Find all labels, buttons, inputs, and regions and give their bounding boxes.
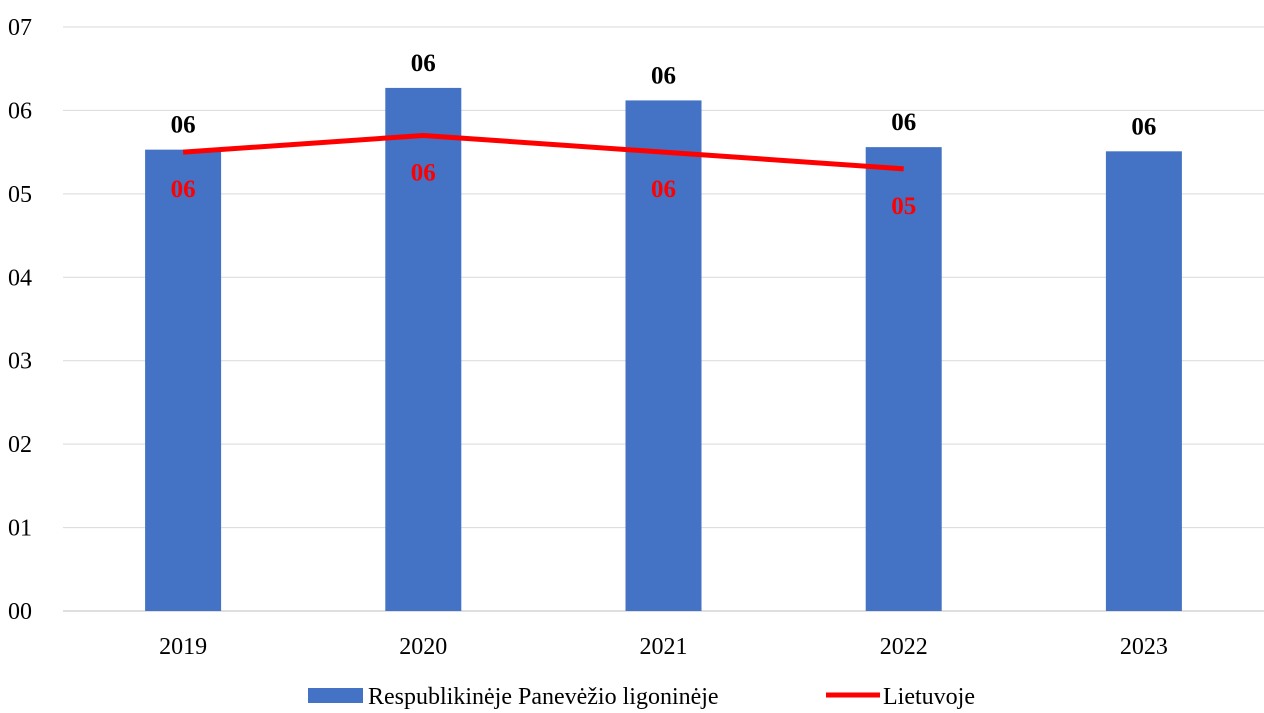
legend-swatch-bar — [308, 688, 363, 703]
x-tick-label: 2020 — [399, 634, 447, 660]
bar — [1105, 151, 1182, 611]
bar — [385, 87, 462, 612]
line-data-labels: 06 06 06 05 — [171, 159, 917, 219]
bar-series — [145, 87, 1182, 612]
y-tick-label: 03 — [8, 349, 32, 375]
bar-data-label: 06 — [411, 50, 436, 77]
legend: Respublikinėje Panevėžio ligoninėje Liet… — [308, 684, 975, 710]
y-tick-label: 01 — [8, 516, 32, 542]
y-tick-label: 00 — [8, 599, 32, 625]
x-axis-ticks: 2019 2020 2021 2022 2023 — [159, 634, 1168, 660]
bar-data-label: 06 — [891, 109, 916, 136]
line-data-label: 06 — [651, 176, 676, 203]
bar — [145, 149, 222, 611]
x-tick-label: 2023 — [1120, 634, 1168, 660]
y-tick-label: 02 — [8, 432, 32, 458]
bar-data-label: 06 — [171, 112, 196, 139]
x-tick-label: 2022 — [880, 634, 928, 660]
bar-data-label: 06 — [1131, 113, 1156, 140]
line-data-label: 05 — [891, 193, 916, 220]
y-tick-label: 05 — [8, 182, 32, 208]
line-data-label: 06 — [411, 159, 436, 186]
line-data-label: 06 — [171, 176, 196, 203]
y-axis-ticks: 00 01 02 03 04 05 06 07 — [8, 15, 32, 625]
line-path — [182, 132, 904, 172]
line-series — [182, 132, 904, 172]
bar — [865, 147, 942, 611]
x-tick-label: 2021 — [640, 634, 688, 660]
bar — [625, 100, 702, 611]
x-tick-label: 2019 — [159, 634, 207, 660]
bar-data-labels: 06 06 06 06 06 — [171, 50, 1157, 140]
bar-data-label: 06 — [651, 62, 676, 89]
legend-label-bar: Respublikinėje Panevėžio ligoninėje — [368, 684, 719, 710]
y-tick-label: 06 — [8, 98, 32, 124]
y-tick-label: 04 — [8, 265, 32, 291]
legend-label-line: Lietuvoje — [883, 684, 975, 710]
y-tick-label: 07 — [8, 15, 32, 41]
